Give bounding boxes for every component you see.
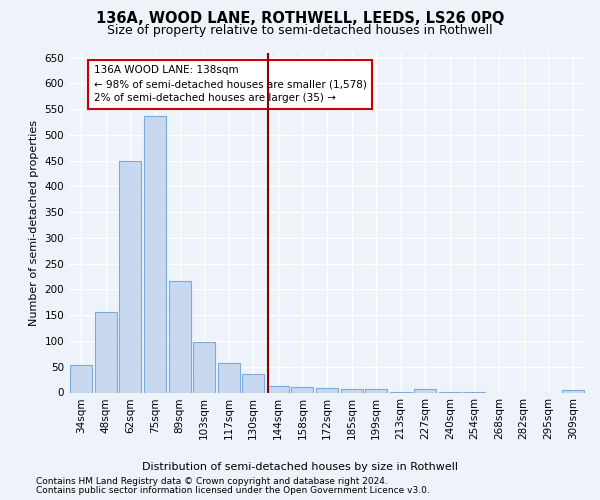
Bar (242, 374, 265, 392)
Text: Contains HM Land Registry data © Crown copyright and database right 2024.: Contains HM Land Registry data © Crown c… (36, 477, 388, 486)
Bar (70, 365, 92, 392)
Bar (95, 312, 117, 392)
Bar (414, 389, 436, 392)
Bar (562, 390, 584, 392)
Text: Distribution of semi-detached houses by size in Rothwell: Distribution of semi-detached houses by … (142, 462, 458, 472)
Bar (144, 116, 166, 392)
Text: 136A WOOD LANE: 138sqm
← 98% of semi-detached houses are smaller (1,578)
2% of s: 136A WOOD LANE: 138sqm ← 98% of semi-det… (94, 66, 367, 104)
Text: 136A, WOOD LANE, ROTHWELL, LEEDS, LS26 0PQ: 136A, WOOD LANE, ROTHWELL, LEEDS, LS26 0… (96, 11, 504, 26)
Y-axis label: Number of semi-detached properties: Number of semi-detached properties (29, 120, 39, 326)
Bar (218, 362, 240, 392)
Bar (341, 390, 362, 392)
Bar (193, 342, 215, 392)
Bar (316, 388, 338, 392)
Bar (267, 386, 289, 392)
Bar (169, 281, 191, 392)
Bar (365, 390, 387, 392)
Text: Contains public sector information licensed under the Open Government Licence v3: Contains public sector information licen… (36, 486, 430, 495)
Text: Size of property relative to semi-detached houses in Rothwell: Size of property relative to semi-detach… (107, 24, 493, 37)
Bar (292, 388, 313, 392)
Bar (119, 161, 142, 392)
